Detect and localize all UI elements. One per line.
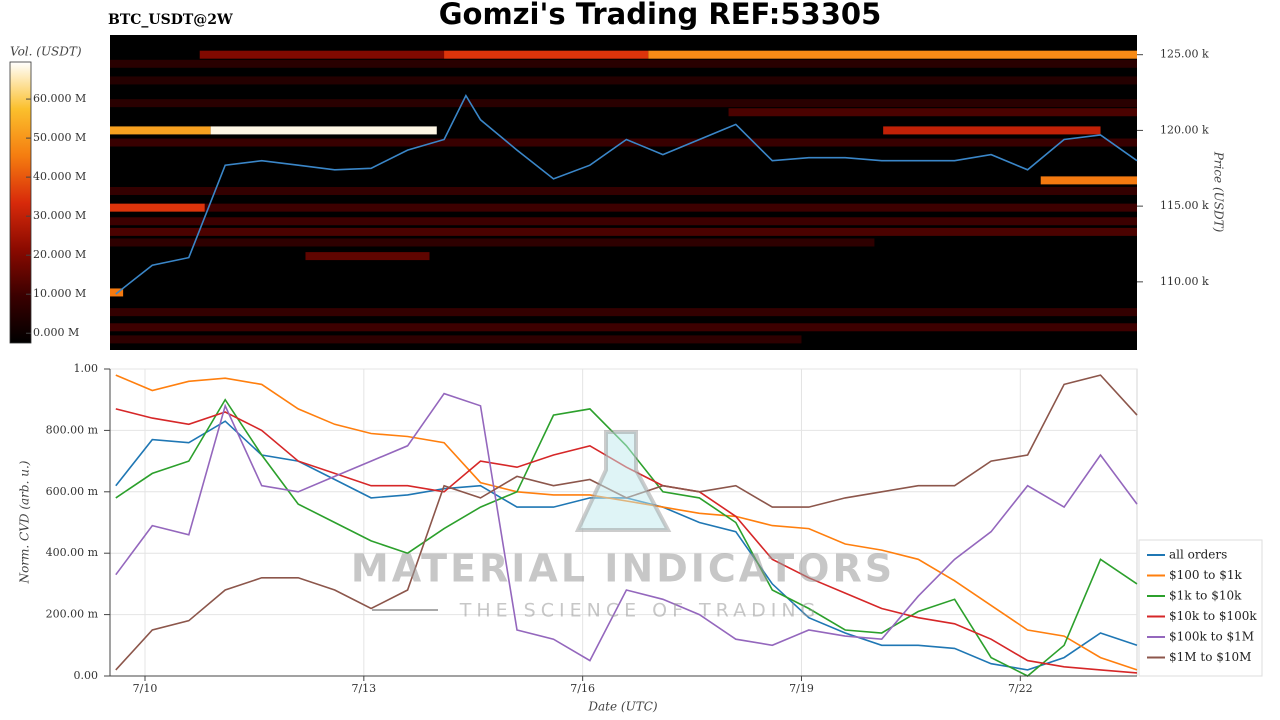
- legend-label: $10k to $100k: [1169, 609, 1257, 623]
- colorbar-tick-label: 50.000 M: [33, 131, 86, 144]
- x-tick-label: 7/16: [570, 682, 595, 695]
- heatmap-cell: [110, 138, 1137, 147]
- y-tick-label: 120.00 k: [1160, 123, 1209, 136]
- heatmap-cell: [110, 323, 1137, 332]
- heatmap-cell: [199, 50, 445, 59]
- heatmap-cell: [444, 50, 649, 59]
- watermark-icon: [574, 430, 672, 532]
- y-tick-label: 600.00 m: [46, 485, 99, 498]
- y-tick-label: 400.00 m: [46, 546, 99, 559]
- colorbar-tick-label: 0.000 M: [33, 326, 79, 339]
- y-tick-label: 200.00 m: [46, 608, 99, 621]
- y-tick-label: 110.00 k: [1160, 275, 1209, 288]
- y-tick-label: 115.00 k: [1160, 199, 1209, 212]
- y-tick-label: 125.00 k: [1160, 48, 1209, 61]
- colorbar: [9, 61, 32, 344]
- legend: [1138, 539, 1263, 677]
- heatmap-cell: [110, 217, 1137, 226]
- colorbar-tick-label: 60.000 M: [33, 92, 86, 105]
- legend-label: all orders: [1169, 548, 1227, 562]
- x-tick-label: 7/10: [133, 682, 158, 695]
- colorbar-tick-label: 40.000 M: [33, 170, 86, 183]
- price-line: [115, 93, 1138, 295]
- colorbar-label: Vol. (USDT): [10, 45, 82, 59]
- heatmap-cell: [210, 126, 437, 135]
- heatmap-cell: [305, 252, 430, 261]
- legend-label: $100k to $1M: [1169, 630, 1254, 644]
- heatmap-cell: [110, 76, 1137, 85]
- x-axis-label: Date (UTC): [587, 700, 657, 714]
- y-tick-label: 0.00: [74, 669, 99, 682]
- y-tick-label: 800.00 m: [46, 423, 99, 436]
- heatmap-cell: [883, 126, 1101, 135]
- heatmap-cell: [204, 203, 1137, 212]
- watermark-subtitle: THE SCIENCE OF TRADING: [459, 600, 821, 622]
- heatmap-cell: [110, 335, 802, 344]
- heatmap-cell: [110, 308, 1137, 317]
- watermark: MATERIAL INDICATORS THE SCIENCE OF TRADI…: [351, 430, 895, 622]
- x-tick-label: 7/19: [789, 682, 814, 695]
- chart-title: Gomzi's Trading REF:53305: [439, 0, 882, 31]
- x-tick-label: 7/13: [351, 682, 376, 695]
- heatmap-cell: [728, 108, 1137, 117]
- x-tick-label: 7/22: [1008, 682, 1033, 695]
- heatmap-cell: [648, 50, 1137, 59]
- legend-label: $1M to $10M: [1169, 650, 1251, 664]
- heatmap-cell: [110, 126, 211, 135]
- heatmap-cell: [110, 203, 205, 212]
- cvd-line: [115, 392, 1138, 662]
- heatmap-cells: [110, 50, 1137, 344]
- watermark-title: MATERIAL INDICATORS: [351, 547, 895, 591]
- heatmap-cell: [110, 238, 875, 247]
- colorbar-tick-label: 30.000 M: [33, 209, 86, 222]
- chart-subtitle: BTC_USDT@2W: [108, 12, 233, 28]
- heatmap-cell: [110, 59, 1137, 68]
- heatmap-cell: [110, 99, 1137, 108]
- colorbar-tick-label: 10.000 M: [33, 287, 86, 300]
- heatmap-cell: [1040, 176, 1137, 185]
- colorbar-tick-label: 20.000 M: [33, 248, 86, 261]
- heatmap-cell: [110, 227, 1137, 236]
- y-axis-label: Norm. CVD (arb. u.): [18, 460, 32, 584]
- legend-label: $1k to $10k: [1169, 589, 1242, 603]
- heatmap-cell: [110, 186, 1137, 195]
- y-tick-label: 1.00: [74, 362, 99, 375]
- y-axis-label: Price (USDT): [1212, 151, 1226, 233]
- legend-label: $100 to $1k: [1169, 568, 1242, 582]
